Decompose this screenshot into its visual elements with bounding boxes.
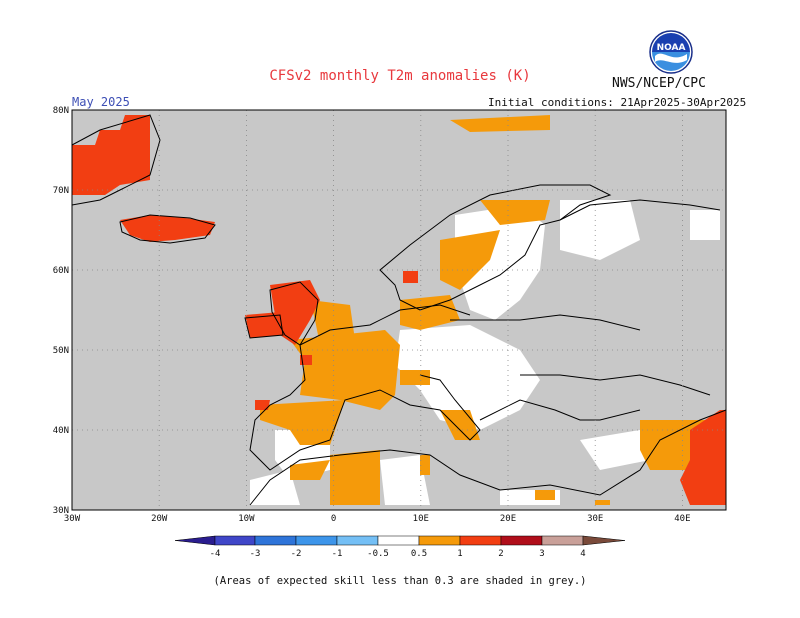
anomaly-0.5-to-1 xyxy=(260,115,710,505)
latitude-tick-label: 70N xyxy=(53,186,69,196)
colorbar-label: -2 xyxy=(291,549,302,559)
longitude-tick-label: 30W xyxy=(64,514,81,524)
colorbar-segment xyxy=(254,535,297,546)
colorbar-labels: -4 -3 -2 -1 -0.5 0.5 1 2 3 4 xyxy=(210,549,586,559)
longitude-tick-label: 0 xyxy=(331,514,336,524)
colorbar-label: 1 xyxy=(457,549,462,559)
colorbar xyxy=(174,535,626,546)
map-title: CFSv2 monthly T2m anomalies (K) xyxy=(269,68,531,84)
colorbar-label: -0.5 xyxy=(367,549,389,559)
longitude-tick-label: 10E xyxy=(413,514,429,524)
colorbar-segment xyxy=(459,535,502,546)
colorbar-segment xyxy=(541,535,584,546)
longitude-tick-label: 10W xyxy=(238,514,255,524)
colorbar-segment xyxy=(377,535,420,546)
longitude-tick-label: 20E xyxy=(500,514,516,524)
initial-conditions: Initial conditions: 21Apr2025-30Apr2025 xyxy=(488,96,747,109)
coastlines xyxy=(71,114,727,506)
colorbar-label: -1 xyxy=(332,549,343,559)
latitude-tick-label: 80N xyxy=(53,106,69,116)
colorbar-label: -3 xyxy=(250,549,261,559)
colorbar-segment xyxy=(418,535,461,546)
noaa-logo: NOAA xyxy=(649,30,693,74)
colorbar-label: 4 xyxy=(580,549,585,559)
colorbar-high-extension xyxy=(582,535,626,546)
noaa-logo-text: NOAA xyxy=(657,43,686,53)
longitude-tick-label: 20W xyxy=(151,514,168,524)
colorbar-segment xyxy=(295,535,338,546)
latitude-tick-label: 40N xyxy=(53,426,69,436)
organization-label: NWS/NCEP/CPC xyxy=(612,76,706,91)
footnote: (Areas of expected skill less than 0.3 a… xyxy=(213,575,587,587)
grid-lines xyxy=(72,110,726,510)
longitude-tick-labels: 30W 20W 10W 0 10E 20E 30E 40E xyxy=(64,514,691,524)
longitude-tick-label: 40E xyxy=(674,514,690,524)
colorbar-segment xyxy=(336,535,379,546)
latitude-tick-label: 60N xyxy=(53,266,69,276)
map-frame xyxy=(71,109,727,511)
colorbar-label: 0.5 xyxy=(411,549,427,559)
colorbar-label: -4 xyxy=(210,549,221,559)
longitude-tick-label: 30E xyxy=(587,514,603,524)
colorbar-segment xyxy=(214,535,256,546)
neutral-regions xyxy=(250,200,720,505)
colorbar-segment xyxy=(500,535,543,546)
latitude-tick-label: 50N xyxy=(53,346,69,356)
colorbar-label: 3 xyxy=(539,549,544,559)
colorbar-label: 2 xyxy=(498,549,503,559)
latitude-tick-labels: 80N 70N 60N 50N 40N 30N xyxy=(53,106,69,516)
colorbar-low-extension xyxy=(174,535,216,546)
forecast-period: May 2025 xyxy=(72,95,130,109)
latitude-tick-label: 30N xyxy=(53,506,69,516)
